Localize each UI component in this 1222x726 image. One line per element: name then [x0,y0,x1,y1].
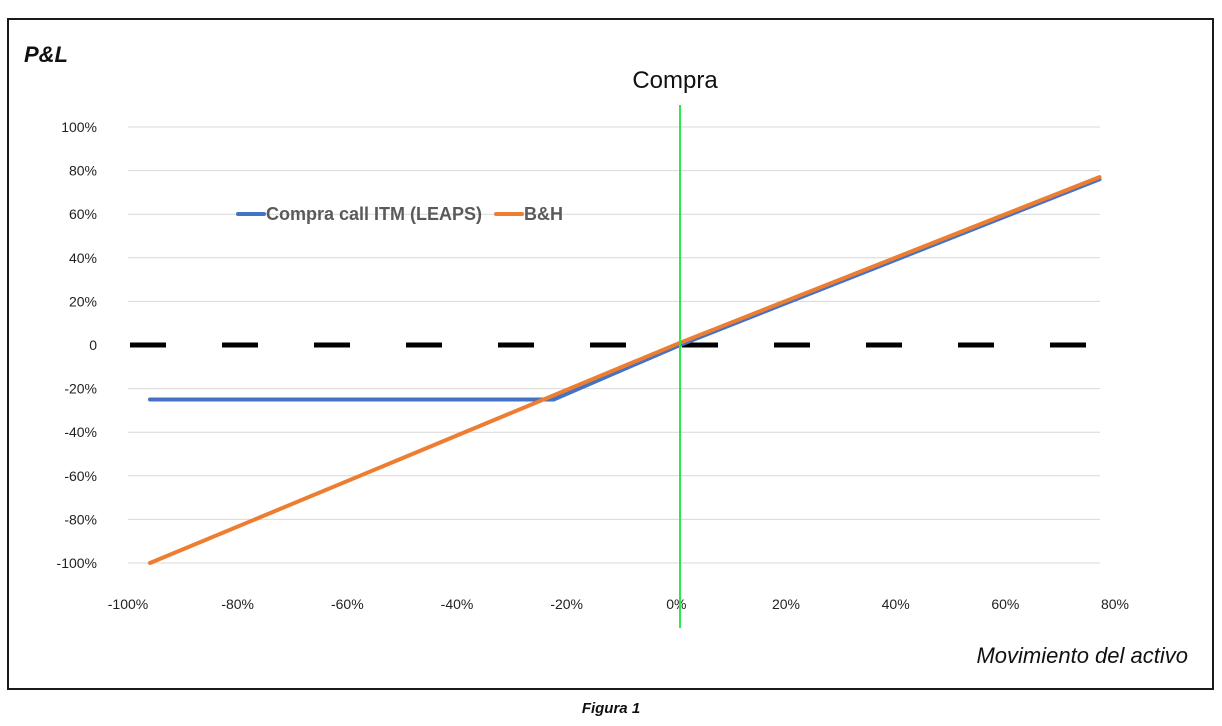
legend-label-0: Compra call ITM (LEAPS) [266,204,482,224]
series-line-0 [148,177,1102,402]
y-tick-label: -100% [57,555,97,571]
x-tick-label: -80% [221,596,254,612]
x-tick-label: -40% [441,596,474,612]
buy-label: Compra [632,67,718,94]
figure-caption: Figura 1 [581,700,641,717]
x-tick-label: 80% [1101,596,1129,612]
y-tick-label: -80% [64,511,97,527]
x-tick-label: 40% [882,596,910,612]
x-tick-label: -20% [550,596,583,612]
y-tick-label: 100% [61,119,97,135]
y-tick-labels: 100% 80% 60% 40% 20% 0 -20% -40% -60% -80% -100% [57,119,98,571]
grid-lines [128,126,1100,564]
y-tick-label: -40% [64,424,97,440]
y-axis-title: P&L [24,42,68,67]
x-tick-label: 60% [991,596,1019,612]
x-tick-label: -60% [331,596,364,612]
y-tick-label: 20% [69,293,97,309]
series-layer [148,175,1102,565]
y-tick-label: -20% [64,381,97,397]
x-axis-title: Movimiento del activo [976,643,1188,668]
x-tick-label: 20% [772,596,800,612]
y-tick-label: 60% [69,206,97,222]
legend: Compra call ITM (LEAPS) B&H [236,204,563,224]
x-tick-label: 0% [666,596,686,612]
chart-frame [7,18,1214,690]
x-tick-labels: -100% -80% -60% -40% -20% 0% 20% 40% 60% 80% [108,596,1129,612]
x-tick-label: -100% [108,596,148,612]
y-tick-label: 80% [69,163,97,179]
y-tick-label: -60% [64,468,97,484]
y-tick-label: 40% [69,250,97,266]
y-tick-label: 0 [89,337,97,353]
legend-label-1: B&H [524,204,563,224]
